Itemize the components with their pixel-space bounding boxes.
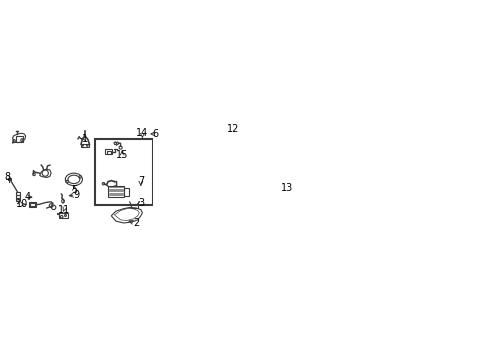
- Bar: [7, 177, 11, 180]
- Text: 3: 3: [138, 198, 144, 208]
- Bar: [59, 213, 68, 218]
- Text: 13: 13: [281, 183, 294, 193]
- Bar: [95, 139, 152, 205]
- Bar: [123, 188, 129, 195]
- Text: 6: 6: [152, 129, 159, 139]
- Bar: [16, 195, 20, 198]
- Bar: [251, 172, 258, 186]
- Bar: [283, 190, 292, 197]
- Text: 2: 2: [133, 218, 139, 228]
- Text: 11: 11: [58, 205, 70, 215]
- Bar: [30, 203, 35, 206]
- Text: 7: 7: [138, 176, 144, 186]
- Bar: [131, 204, 138, 208]
- Text: 9: 9: [73, 190, 79, 200]
- Text: 10: 10: [16, 199, 28, 209]
- Bar: [16, 198, 20, 201]
- Text: 4: 4: [24, 192, 30, 202]
- Text: 15: 15: [116, 150, 128, 160]
- Text: 5: 5: [72, 185, 77, 195]
- Bar: [16, 193, 20, 195]
- Text: 8: 8: [4, 172, 10, 182]
- Bar: [16, 136, 24, 142]
- Bar: [29, 202, 36, 207]
- Bar: [81, 144, 89, 147]
- Text: 14: 14: [136, 128, 148, 138]
- Bar: [282, 189, 293, 199]
- Text: 1: 1: [82, 134, 88, 144]
- Text: 12: 12: [226, 124, 239, 134]
- Bar: [107, 151, 111, 153]
- Bar: [105, 149, 112, 154]
